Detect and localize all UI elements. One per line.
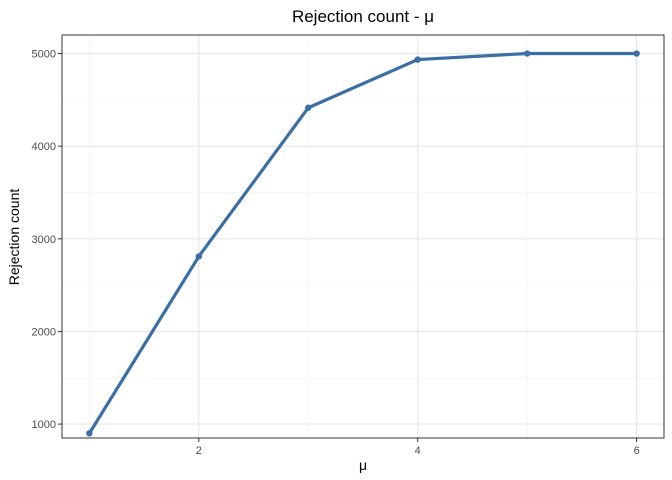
data-point	[414, 56, 421, 63]
y-tick-label: 1000	[32, 419, 56, 431]
y-tick-label: 5000	[32, 49, 56, 61]
grid	[62, 35, 664, 438]
x-tick-label: 2	[196, 445, 202, 457]
data-point	[633, 50, 640, 57]
data-point	[305, 104, 312, 111]
series-line-group	[87, 51, 639, 435]
y-tick-label: 2000	[32, 326, 56, 338]
data-point	[523, 50, 531, 57]
y-axis-title: Rejection count	[6, 189, 22, 286]
panel-border	[61, 34, 665, 439]
data-points	[86, 50, 640, 437]
x-tick-label: 6	[634, 445, 640, 457]
x-axis-title: μ	[359, 457, 367, 473]
data-point	[195, 253, 203, 260]
y-tick-label: 3000	[32, 234, 56, 246]
series-line	[87, 51, 639, 435]
x-axis-ticks: 2 4 6	[196, 438, 640, 457]
data-point	[86, 430, 93, 437]
y-tick-label: 4000	[32, 141, 56, 153]
chart-title: Rejection count - μ	[292, 7, 434, 26]
x-tick-label: 4	[415, 445, 421, 457]
y-axis-ticks: 1000 2000 3000 4000 5000	[32, 49, 62, 431]
